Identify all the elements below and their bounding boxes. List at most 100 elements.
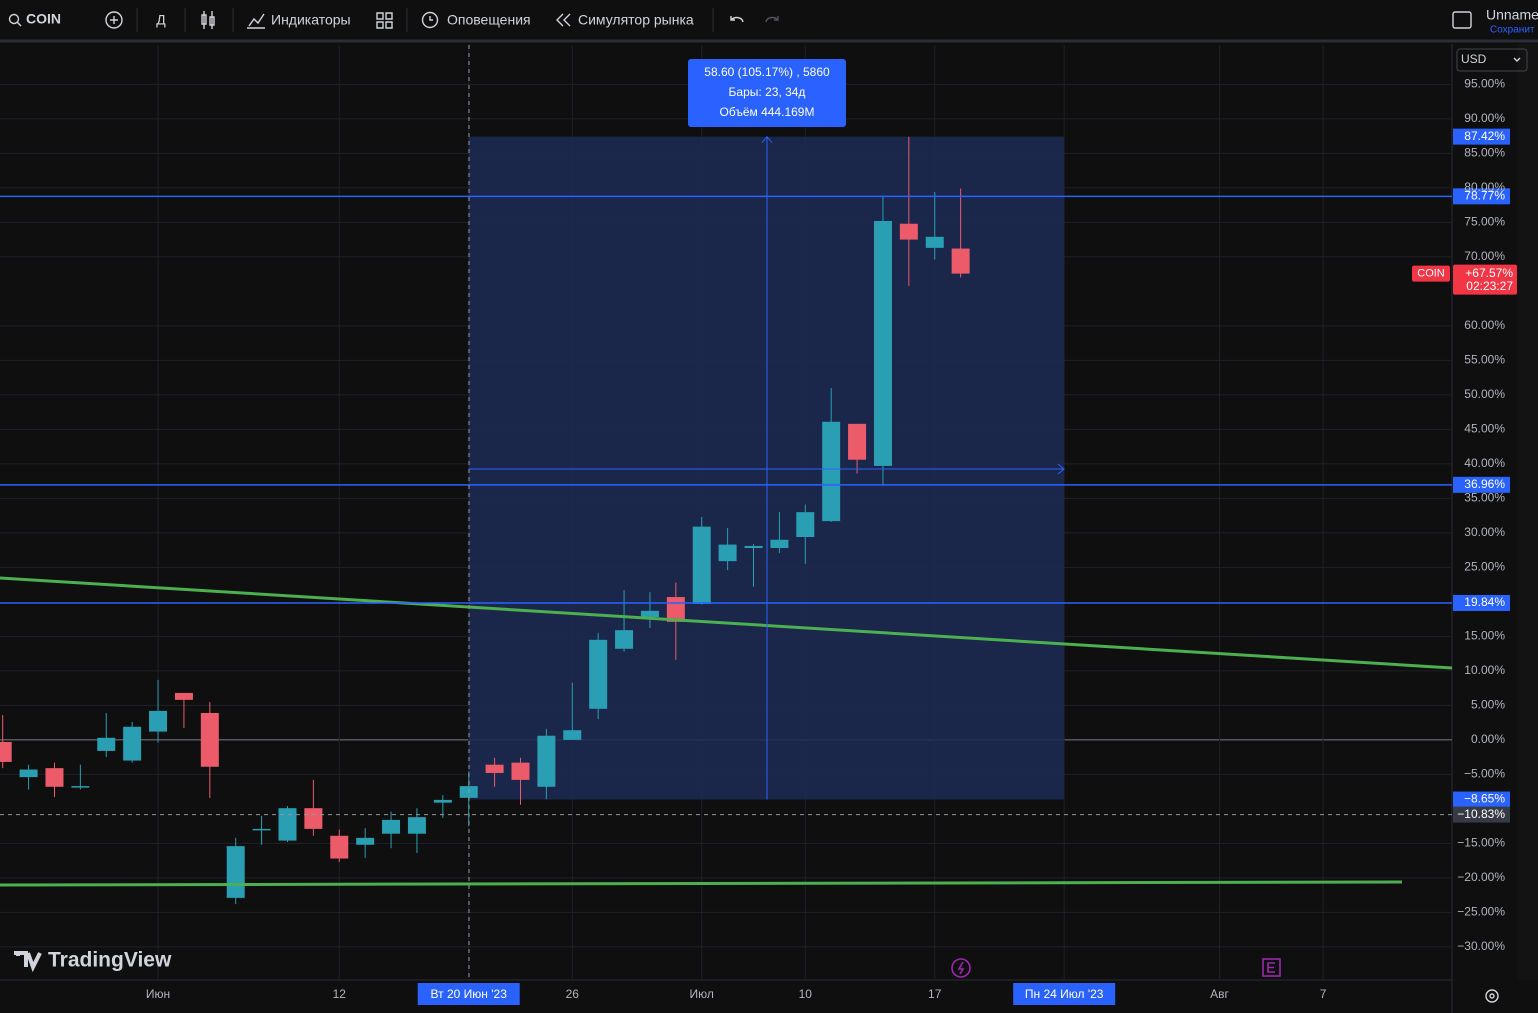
currency[interactable]: USD <box>1461 52 1487 66</box>
price-label: −8.65% <box>1464 792 1505 806</box>
price-label: 19.84% <box>1464 595 1505 609</box>
replay-icon[interactable] <box>556 13 571 27</box>
price-label-box <box>1453 476 1510 493</box>
candle-body <box>615 630 634 649</box>
interval[interactable]: Д <box>156 12 166 28</box>
chart-type[interactable] <box>201 11 215 29</box>
event-dividend <box>957 961 965 975</box>
candle-body <box>563 730 582 740</box>
trend-line <box>0 576 1453 670</box>
price-label-box <box>1453 128 1510 145</box>
x-tick-label: Пн 24 Июл '23 <box>1025 987 1104 1001</box>
x-tick-highlight <box>417 983 520 1005</box>
price-label: 78.77% <box>1464 188 1505 202</box>
y-tick-label: 60.00% <box>1464 318 1505 332</box>
candle-body <box>45 768 64 787</box>
symbol[interactable]: COIN <box>26 11 61 27</box>
alerts-icon[interactable] <box>421 11 439 29</box>
templates[interactable] <box>376 12 393 29</box>
candle-body <box>97 737 116 751</box>
event-earnings <box>1267 962 1275 973</box>
range-info: Объём 444.169M <box>720 105 815 119</box>
layout-icon[interactable] <box>1452 11 1472 29</box>
search-icon <box>16 21 22 27</box>
last-price-box <box>1453 264 1517 295</box>
candle-body <box>433 799 452 803</box>
y-tick-label: 45.00% <box>1464 422 1505 436</box>
candle-body <box>382 819 401 834</box>
undo[interactable] <box>730 16 744 23</box>
y-tick-label: 0.00% <box>1471 732 1505 746</box>
replay[interactable]: Симулятор рынка <box>578 12 694 28</box>
y-tick-label: 35.00% <box>1464 491 1505 505</box>
y-tick-label: 95.00% <box>1464 77 1505 91</box>
settings[interactable] <box>1485 989 1499 1003</box>
search-icon[interactable] <box>8 13 20 25</box>
price-label-box <box>1453 594 1510 611</box>
candle-body <box>485 764 504 773</box>
overlay: 58.60 (105.17%) , 5860 Бары: 23, 34д Объём… <box>0 45 1517 980</box>
y-tick-label: 90.00% <box>1464 111 1505 125</box>
candle-body <box>19 769 38 778</box>
settings <box>1489 993 1495 999</box>
y-tick-label: −15.00% <box>1457 836 1505 850</box>
redo[interactable] <box>765 16 779 23</box>
candle-body <box>304 808 323 829</box>
x-tick-label: 12 <box>333 987 347 1001</box>
alerts[interactable]: Оповещения <box>447 12 531 28</box>
candle-body <box>174 692 193 700</box>
candle-body <box>640 610 659 618</box>
candle-body <box>589 639 608 709</box>
side-panel <box>1517 44 1538 980</box>
candle-body <box>537 735 556 787</box>
last-symbol-box <box>1412 265 1450 282</box>
add-symbol[interactable] <box>105 11 123 29</box>
candle-body <box>744 545 763 549</box>
price-label: 36.96% <box>1464 477 1505 491</box>
range-info: Бары: 23, 34д <box>729 85 806 99</box>
y-tick-label: 10.00% <box>1464 663 1505 677</box>
candle-body <box>252 828 271 831</box>
layout-name[interactable]: Unname <box>1486 7 1538 23</box>
candle-body <box>200 712 219 767</box>
x-tick-label: 10 <box>799 987 813 1001</box>
y-tick-label: −5.00% <box>1464 767 1505 781</box>
y-tick-label: −20.00% <box>1457 870 1505 884</box>
countdown: 02:23:27 <box>1466 279 1513 293</box>
last-price: +67.57% <box>1465 266 1513 280</box>
currency-select[interactable] <box>1456 48 1528 72</box>
y-tick-label: 40.00% <box>1464 456 1505 470</box>
indicators-icon[interactable] <box>247 13 265 29</box>
event-dividend[interactable] <box>951 958 971 978</box>
last-symbol: COIN <box>1417 268 1445 280</box>
y-tick-label: −25.00% <box>1457 905 1505 919</box>
y-tick-label: 25.00% <box>1464 560 1505 574</box>
save-status: Сохранит <box>1490 25 1535 36</box>
candle-body <box>407 817 426 834</box>
y-tick-label: 5.00% <box>1471 698 1505 712</box>
candle-body <box>330 835 349 859</box>
x-tick-label: Июн <box>146 987 170 1001</box>
logo-mark <box>14 951 42 973</box>
x-tick-label: 17 <box>928 987 942 1001</box>
event-earnings[interactable] <box>1262 958 1281 977</box>
candle-body <box>123 726 142 761</box>
candle-body <box>511 762 530 780</box>
y-tick-label: 70.00% <box>1464 249 1505 263</box>
candle-body <box>899 223 918 240</box>
x-tick-highlight <box>1013 983 1116 1005</box>
range-arrow-head <box>761 135 773 143</box>
x-tick-label: 26 <box>566 987 580 1001</box>
candle-body <box>951 248 970 274</box>
y-tick-label: 50.00% <box>1464 387 1505 401</box>
add-symbol <box>110 16 118 24</box>
y-tick-label: 55.00% <box>1464 353 1505 367</box>
price-label: 87.42% <box>1464 129 1505 143</box>
currency-arrow <box>1513 57 1521 62</box>
y-tick-label: 30.00% <box>1464 525 1505 539</box>
candle-body <box>822 421 841 522</box>
indicators[interactable]: Индикаторы <box>271 12 351 28</box>
toolbar <box>0 0 1538 40</box>
